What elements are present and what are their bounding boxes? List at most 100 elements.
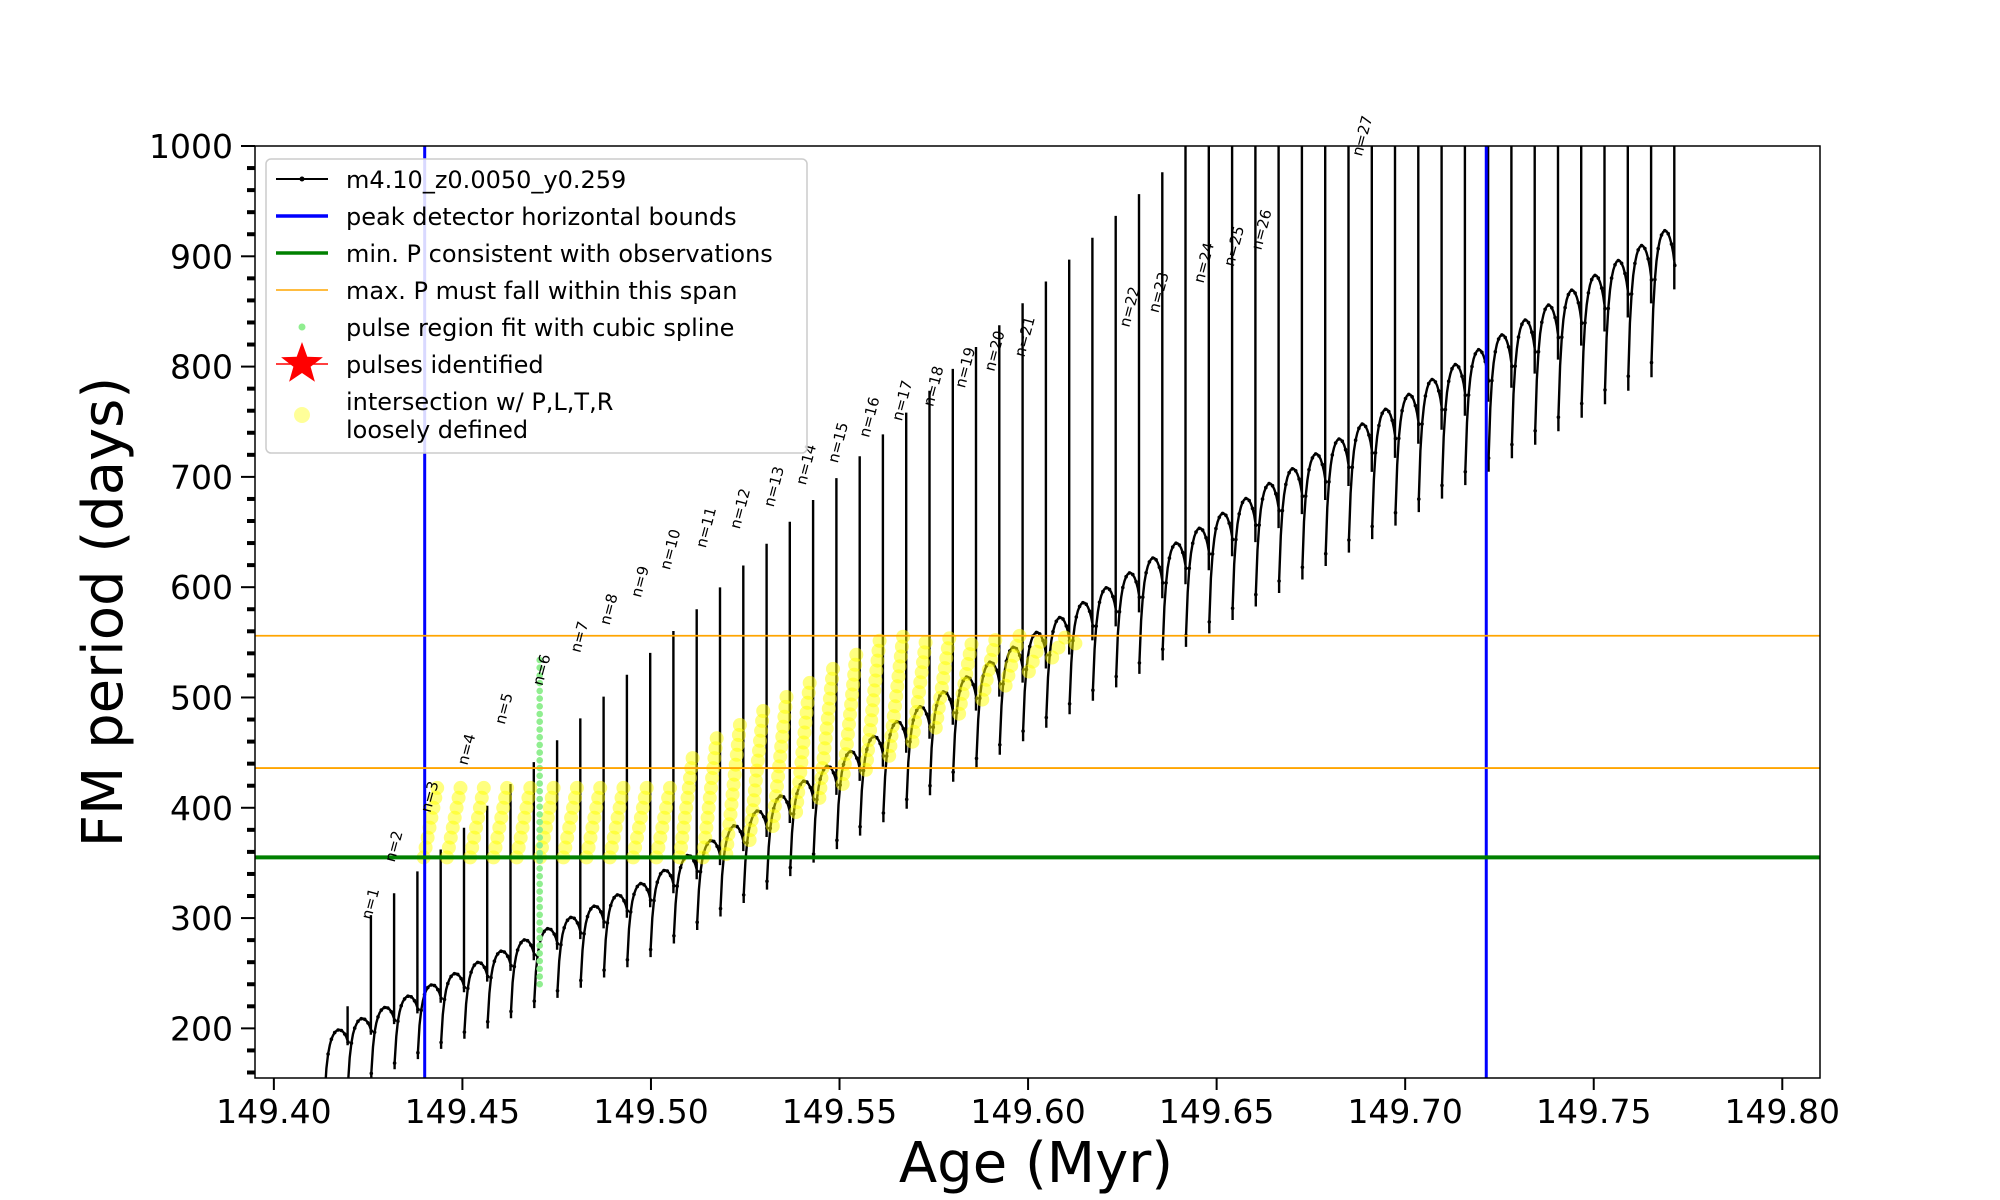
track-point [1347,465,1351,470]
track-point [658,872,663,876]
x-axis-title: Age (Myr) [899,1131,1173,1196]
track-point [605,921,610,925]
legend-label: m4.10_z0.0050_y0.259 [346,166,626,194]
track-point [1131,572,1135,577]
track-point [475,960,480,965]
track-point [695,920,699,924]
track-point [1443,407,1448,412]
intersection-point [430,780,445,795]
track-point [362,1017,367,1022]
spline-point [536,980,543,988]
intersection-point [569,780,584,795]
track-point [1220,511,1225,516]
legend-label: pulse region fit with cubic spline [346,314,734,342]
track-point [1330,453,1335,457]
plot-frame [254,145,1821,1079]
track-point [1051,629,1055,634]
track-point [1530,330,1534,335]
track-point [1337,437,1341,441]
track-point [1347,538,1351,542]
track-point [1313,452,1318,456]
intersection-point [826,661,840,676]
track-point [1390,418,1394,423]
track-point [675,884,679,888]
track-point [1230,606,1235,611]
track-point [1277,508,1281,513]
track-point [1387,409,1391,414]
y-tick-label: 900 [170,237,233,276]
track-point [811,852,816,856]
x-tick-label: 149.60 [970,1092,1085,1131]
track-point [998,743,1002,747]
track-point [1274,491,1278,496]
track-point [1250,506,1255,511]
track-point [672,934,676,938]
track-point [1270,483,1275,488]
track-point [545,926,550,931]
track-point [612,895,616,900]
spline-point [536,826,543,834]
track-point [456,972,460,977]
track-point [1400,408,1404,413]
track-point [1560,335,1564,340]
track-point [971,682,975,687]
track-point [1247,498,1251,503]
y-axis-title: FM period (days) [71,377,136,847]
spline-point [536,865,543,872]
track-point [1101,589,1105,594]
intersection-point [1033,634,1048,649]
track-point [1187,566,1192,571]
track-point [1350,465,1355,470]
spline-point [536,695,543,702]
track-point [389,1010,394,1014]
track-point [1500,333,1504,337]
track-point [1407,392,1411,397]
track-point [542,929,546,934]
spline-point [536,849,543,857]
track-point [495,952,500,956]
track-point [1200,528,1205,532]
track-point [1111,594,1115,599]
track-point [1137,595,1142,600]
track-point [562,926,566,930]
track-point [1450,366,1454,371]
track-point [1370,524,1374,529]
track-point [1054,619,1059,624]
track-point [509,1009,513,1014]
track-point [1151,556,1155,560]
spline-point [536,957,543,965]
track-point [472,963,477,967]
track-point [1367,433,1371,437]
track-point [1586,291,1591,295]
track-point [1463,393,1468,398]
track-point [1034,630,1039,635]
track-point [1659,233,1664,237]
spline-point [536,656,543,664]
track-point [1104,586,1108,590]
track-point [1207,620,1212,624]
spline-point [536,926,543,934]
track-point [1543,307,1547,312]
track-point [1569,288,1574,293]
track-point [948,697,952,702]
track-point [1107,587,1112,592]
x-tick-label: 149.50 [593,1092,708,1131]
track-point [462,1030,467,1034]
track-point [416,1007,420,1012]
track-point [698,869,703,874]
track-point [1523,318,1527,322]
track-point [602,968,606,972]
track-point [1643,246,1647,251]
track-point [1160,647,1165,651]
track-point [625,958,630,962]
track-point [1466,393,1471,397]
track-point [352,1026,357,1030]
track-point [904,797,909,802]
track-point [692,859,696,863]
track-point [426,985,430,990]
spline-point [536,787,543,795]
track-point [628,910,633,914]
track-point [1546,303,1551,307]
track-point [1360,422,1364,426]
track-point [635,884,640,889]
